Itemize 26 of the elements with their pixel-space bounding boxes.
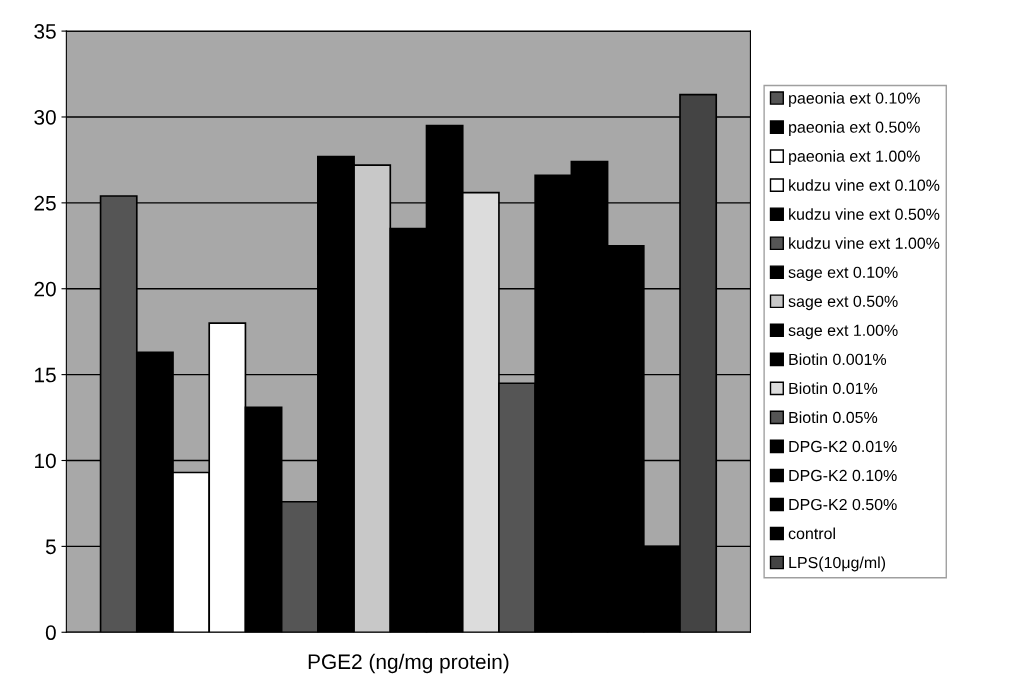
y-tick-label: 5	[45, 539, 56, 555]
y-tick-label: 25	[34, 195, 56, 211]
y-tick-label: 20	[34, 281, 56, 297]
legend-label: sage ext 0.50%	[788, 295, 898, 311]
legend-label: Biotin 0.001%	[789, 353, 887, 366]
legend-label: DPG-K2 0.01%	[789, 440, 897, 453]
x-axis-title: PGE2 (ng/mg protein)	[308, 653, 509, 674]
y-tick-label: 30	[34, 109, 56, 125]
legend-label: Biotin 0.01%	[789, 382, 878, 395]
legend-label: DPG-K2 0.50%	[789, 498, 897, 511]
legend-label: kudzu vine ext 1.00%	[789, 237, 940, 249]
legend-label: kudzu vine ext 0.50%	[789, 208, 940, 220]
legend-label: LPS(10μg/ml)	[789, 556, 886, 572]
legend-label: sage ext 0.10%	[788, 266, 898, 282]
legend-label: paeonia ext 0.50%	[789, 121, 920, 136]
legend-label: control	[788, 527, 835, 540]
legend-label: paeonia ext 0.10%	[789, 92, 920, 107]
y-tick-label: 15	[35, 367, 56, 383]
legend-label: Biotin 0.05%	[789, 411, 878, 424]
y-tick-label: 10	[35, 453, 56, 469]
legend-label: paeonia ext 1.00%	[789, 150, 920, 165]
legend-label: kudzu vine ext 0.10%	[789, 179, 940, 191]
legend-label: sage ext 1.00%	[788, 324, 898, 340]
y-tick-label: 35	[34, 24, 56, 39]
y-tick-label: 0	[45, 625, 56, 641]
legend-label: DPG-K2 0.10%	[789, 469, 897, 482]
